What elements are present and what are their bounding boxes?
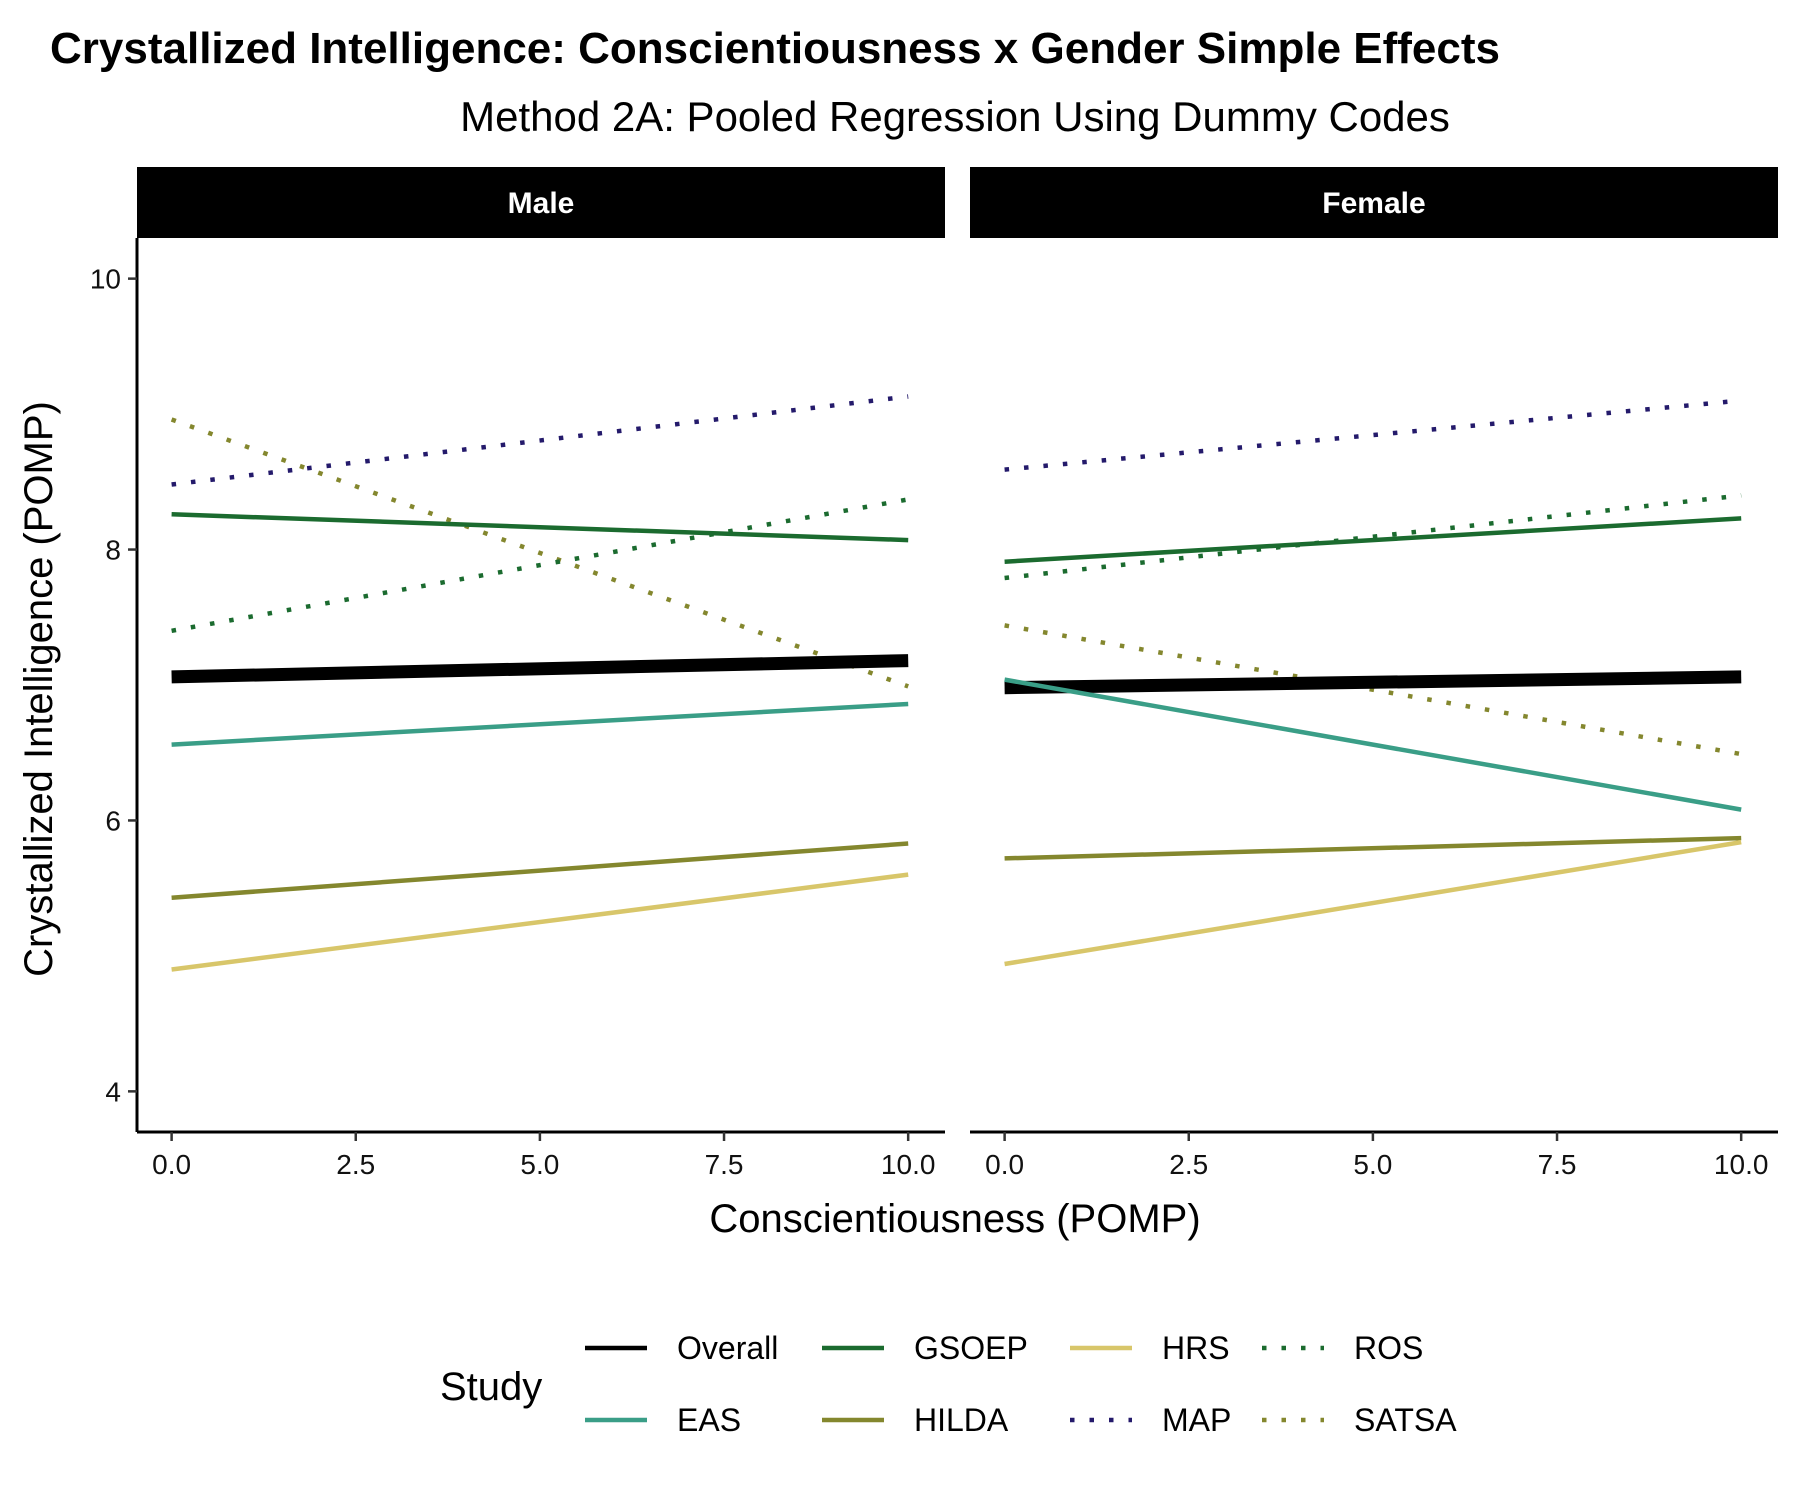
legend-item-hilda: HILDA bbox=[822, 1402, 1009, 1438]
y-axis-title: Crystallized Intelligence (POMP) bbox=[17, 401, 61, 977]
series-line-map bbox=[171, 394, 909, 487]
series-line-gsoep bbox=[171, 512, 909, 543]
legend-label: HILDA bbox=[914, 1402, 1009, 1438]
series-line-hrs bbox=[1004, 839, 1742, 967]
x-tick-label: 5.0 bbox=[1353, 1149, 1392, 1180]
legend-label: ROS bbox=[1354, 1330, 1423, 1366]
series-line-eas bbox=[171, 701, 909, 747]
series-line-gsoep bbox=[1004, 516, 1742, 564]
y-tick-label: 10 bbox=[90, 264, 121, 295]
facet-strip bbox=[970, 167, 1778, 238]
series-line-map bbox=[1004, 398, 1742, 472]
facet-panels: Male 0.0 2.5 5.0 7.5 10.0 4 6 8 10 Female 0.0 2.5 5.0… bbox=[90, 167, 1778, 1180]
legend-label: HRS bbox=[1162, 1330, 1230, 1366]
x-tick-label: 2.5 bbox=[1169, 1149, 1208, 1180]
y-tick-label: 6 bbox=[105, 805, 121, 836]
x-tick-label: 7.5 bbox=[705, 1149, 744, 1180]
x-tick-label: 2.5 bbox=[336, 1149, 375, 1180]
chart-title: Crystallized Intelligence: Conscientious… bbox=[50, 24, 1500, 73]
legend-item-hrs: HRS bbox=[1070, 1330, 1230, 1366]
x-tick-label: 5.0 bbox=[520, 1149, 559, 1180]
series-line-hilda bbox=[171, 841, 909, 900]
legend-label: GSOEP bbox=[914, 1330, 1028, 1366]
panel-male: Male 0.0 2.5 5.0 7.5 10.0 4 6 8 10 bbox=[90, 167, 945, 1180]
facet-strip bbox=[137, 167, 945, 238]
series-line-overall bbox=[1004, 670, 1742, 695]
x-tick-label: 0.0 bbox=[152, 1149, 191, 1180]
legend-item-eas: EAS bbox=[585, 1402, 741, 1438]
x-tick-label: 0.0 bbox=[985, 1149, 1024, 1180]
series-line-ros bbox=[171, 497, 909, 634]
facet-strip-label: Female bbox=[1322, 187, 1425, 220]
legend-title: Study bbox=[440, 1365, 542, 1409]
legend-item-satsa: SATSA bbox=[1262, 1402, 1457, 1438]
chart-subtitle: Method 2A: Pooled Regression Using Dummy… bbox=[460, 93, 1450, 140]
series-line-eas bbox=[1004, 677, 1742, 812]
legend-label: EAS bbox=[677, 1402, 741, 1438]
legend-label: Overall bbox=[677, 1330, 778, 1366]
y-tick-label: 8 bbox=[105, 535, 121, 566]
x-tick-label: 10.0 bbox=[881, 1149, 936, 1180]
legend-item-ros: ROS bbox=[1262, 1330, 1423, 1366]
legend-item-overall: Overall bbox=[585, 1330, 778, 1366]
panel-female: Female 0.0 2.5 5.0 7.5 10.0 bbox=[970, 167, 1778, 1180]
series-line-hrs bbox=[171, 872, 909, 972]
series-line-hilda bbox=[1004, 835, 1742, 861]
legend-label: MAP bbox=[1162, 1402, 1231, 1438]
x-tick-label: 10.0 bbox=[1714, 1149, 1769, 1180]
legend-item-map: MAP bbox=[1070, 1402, 1231, 1438]
series-line-satsa bbox=[170, 417, 909, 689]
y-tick-label: 4 bbox=[105, 1076, 121, 1107]
x-axis-title: Conscientiousness (POMP) bbox=[709, 1197, 1200, 1241]
facet-strip-label: Male bbox=[508, 187, 575, 220]
series-line-satsa bbox=[1004, 623, 1742, 757]
legend-item-gsoep: GSOEP bbox=[822, 1330, 1028, 1366]
series-line-ros bbox=[1004, 493, 1742, 581]
legend-label: SATSA bbox=[1354, 1402, 1457, 1438]
legend: Study Overall GSOEP HRS ROS EAS HILDA MAP SATSA bbox=[440, 1330, 1457, 1438]
x-tick-label: 7.5 bbox=[1538, 1149, 1577, 1180]
series-line-overall bbox=[171, 654, 909, 684]
